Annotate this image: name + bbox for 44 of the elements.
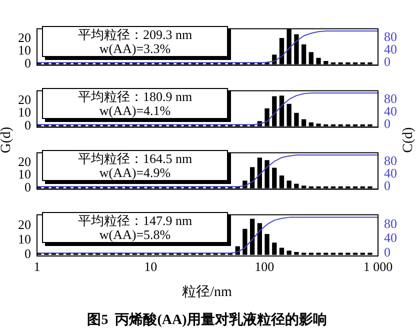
y-tick-label: 0 [24, 246, 31, 261]
y-tick-label: 20 [18, 217, 31, 232]
y-tick-label: 20 [18, 92, 31, 107]
y2-tick-label: 0 [384, 244, 390, 260]
annotation: 平均粒径：164.5 nm [78, 150, 192, 166]
annotation: w(AA)=3.3% [99, 40, 171, 56]
y-tick-label: 20 [18, 30, 31, 45]
y2-tick-label: 80 [384, 216, 397, 231]
y2-tick-label: 40 [384, 165, 397, 180]
y2-axis-title: C(d) [401, 127, 417, 153]
y2-tick-label: 0 [384, 54, 390, 70]
annotation: w(AA)=4.9% [99, 164, 171, 180]
text: 图5 丙烯酸(AA)用量对乳液粒径的影响 [87, 311, 327, 329]
y2-tick-label: 40 [384, 103, 397, 118]
note-box: 平均粒径：164.5 nm w(AA)=4.9% [42, 150, 228, 182]
y-axis-title: G(d) [0, 126, 15, 154]
x-tick-label: 100 [254, 259, 274, 274]
note-box: 平均粒径：180.9 nm w(AA)=4.1% [42, 88, 228, 120]
annotation: w(AA)=4.1% [99, 102, 171, 118]
note-box: 平均粒径：209.3 nm w(AA)=3.3% [42, 26, 228, 58]
note-box: 平均粒径：147.9 nm w(AA)=5.8% [42, 212, 228, 244]
x-tick-label: 10 [144, 259, 158, 274]
x-tick-label: 1 000 [363, 259, 393, 274]
y-tick-label: 20 [18, 154, 31, 169]
y2-tick-label: 0 [384, 116, 390, 132]
annotation: 平均粒径：147.9 nm [78, 212, 192, 228]
annotation: 平均粒径：209.3 nm [78, 26, 192, 42]
y-tick-label: 10 [18, 232, 31, 247]
y-tick-label: 0 [24, 179, 31, 194]
y2-tick-label: 80 [384, 90, 397, 106]
annotation: w(AA)=5.8% [99, 226, 171, 242]
y-tick-label: 10 [18, 166, 31, 182]
y2-tick-label: 40 [384, 41, 397, 56]
y-tick-label: 10 [18, 104, 31, 120]
y-tick-label: 0 [24, 55, 31, 70]
x-tick-label: 1 [34, 259, 40, 274]
y-tick-label: 10 [18, 42, 31, 58]
y2-tick-label: 80 [384, 152, 397, 168]
x-axis-title: 粒径/nm [182, 284, 232, 301]
annotation: 平均粒径：180.9 nm [78, 88, 192, 104]
y2-tick-label: 0 [384, 178, 390, 194]
y-tick-label: 0 [24, 117, 31, 132]
y2-tick-label: 80 [384, 28, 397, 44]
y2-tick-label: 40 [384, 230, 397, 246]
